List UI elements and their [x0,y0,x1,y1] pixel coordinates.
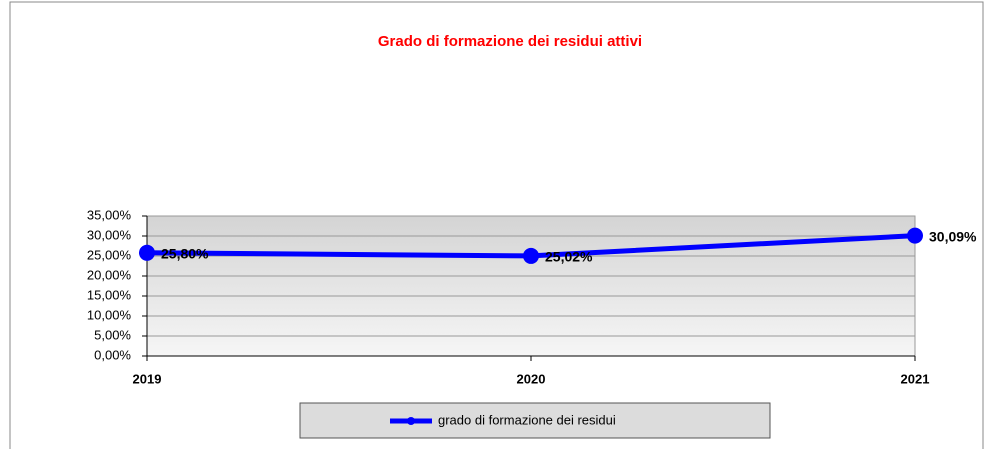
y-tick-label: 20,00% [87,267,132,282]
data-point [139,244,155,261]
x-tick-label: 2019 [133,371,162,386]
y-tick-label: 0,00% [94,347,131,362]
x-tick-label: 2020 [517,371,546,386]
y-tick-label: 25,00% [87,247,132,262]
frame [9,1,984,449]
chart-title: Grado di formazione dei residui attivi [378,33,642,50]
x-tick-label: 2021 [901,371,930,386]
y-tick-label: 30,00% [87,227,132,242]
data-point [907,227,923,244]
data-label: 25,80% [161,246,209,262]
legend-label: grado di formazione dei residui [438,412,616,427]
data-label: 25,02% [545,249,593,265]
legend [299,402,771,439]
legend-marker [407,417,415,425]
y-tick-label: 5,00% [94,327,131,342]
data-label: 30,09% [929,228,977,244]
plot-area [146,215,916,357]
y-tick-label: 15,00% [87,287,132,302]
data-point [523,247,539,264]
y-tick-label: 35,00% [87,207,132,222]
y-tick-label: 10,00% [87,307,132,322]
